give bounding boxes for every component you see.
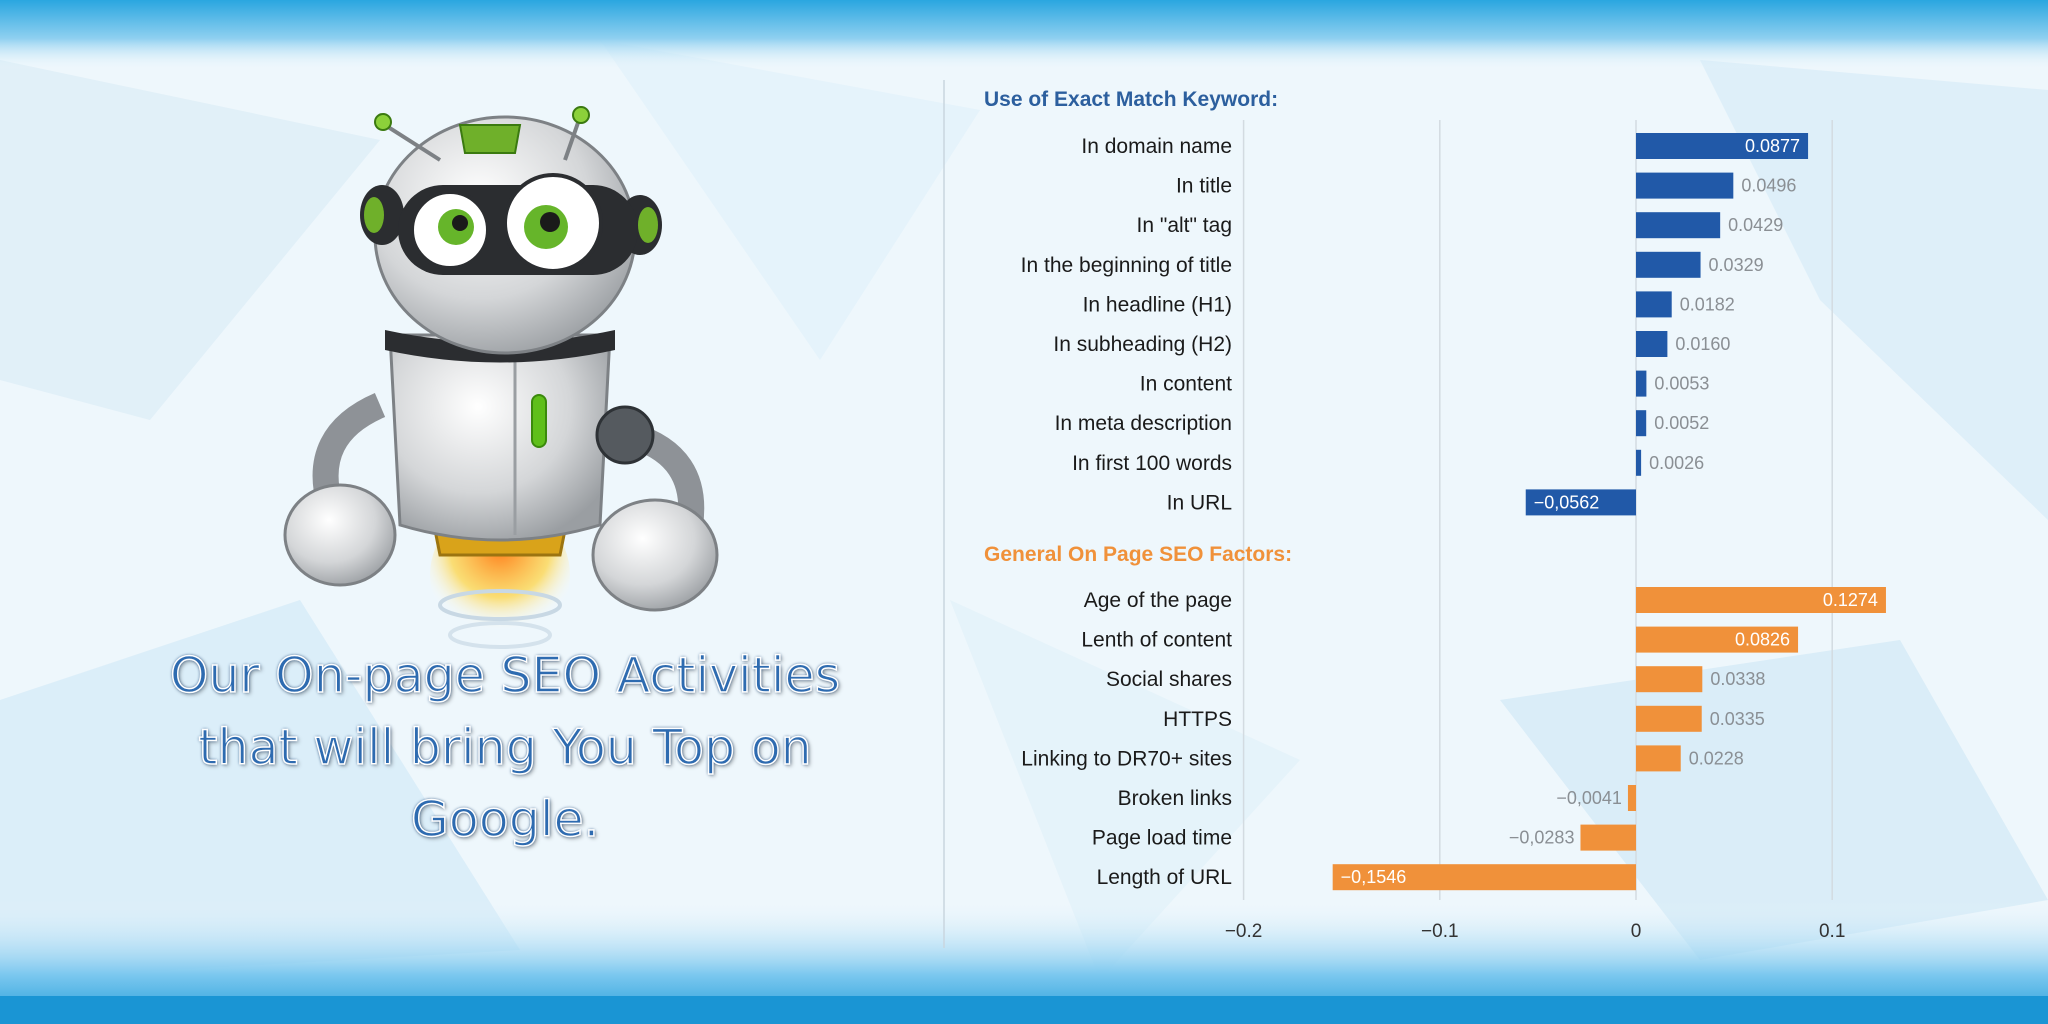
bar [1636,251,1701,278]
category-label: In URL [1167,491,1232,514]
bar [1636,666,1703,693]
bar [1636,705,1702,732]
headline-line-2: that will bring You Top on [197,718,812,777]
data-label: 0.0329 [1709,255,1764,275]
data-label: 0.0160 [1675,334,1730,354]
left-hand [283,483,397,587]
data-label: 0.0496 [1741,176,1796,196]
bar [1636,331,1668,357]
bar [1525,489,1636,516]
right-hand [591,498,719,612]
category-label: In the beginning of title [1021,254,1232,277]
data-label: −0,0283 [1509,828,1575,848]
category-label: Broken links [1118,787,1232,810]
group-heading: Use of Exact Match Keyword: [984,88,1278,111]
data-label: 0.0052 [1654,413,1709,433]
headline-line-3: Google. [410,790,600,849]
data-label: 0.0877 [1745,136,1800,156]
x-tick-label: 0.1 [1819,921,1845,942]
category-label: Lenth of content [1081,629,1232,652]
data-label: 0.0338 [1710,669,1765,689]
category-label: In first 100 words [1072,452,1232,475]
category-label: In "alt" tag [1137,214,1232,237]
x-tick-label: −0.2 [1225,921,1263,942]
category-label: In content [1140,373,1232,396]
robot-mascot-illustration [283,106,719,649]
category-label: Social shares [1106,668,1232,691]
bar [1636,449,1642,476]
category-label: In subheading (H2) [1053,333,1232,356]
data-label: 0.0053 [1654,374,1709,394]
bar [1627,785,1636,811]
category-label: Length of URL [1097,866,1232,889]
data-label: −0,0562 [1534,492,1600,512]
headline: Our On-page SEO Activities that will bri… [120,640,890,856]
category-label: In meta description [1055,412,1232,435]
data-label: 0.0826 [1735,630,1790,650]
bar [1636,133,1809,159]
category-label: In headline (H1) [1083,293,1232,316]
bar [1636,587,1886,613]
headline-line-1: Our On-page SEO Activities [169,646,841,705]
data-label: −0,0041 [1556,788,1622,808]
data-label: 0.0335 [1710,709,1765,729]
group-heading: General On Page SEO Factors: [984,543,1292,566]
data-label: 0.1274 [1823,590,1878,610]
data-label: 0.0026 [1649,453,1704,473]
bar [1580,824,1636,851]
x-tick-label: −0.1 [1421,921,1459,942]
bar [1636,212,1721,239]
category-label: Linking to DR70+ sites [1021,747,1232,770]
bar [1332,864,1636,891]
category-label: Age of the page [1084,589,1232,612]
x-tick-label: 0 [1631,921,1642,942]
bar [1636,291,1672,318]
category-label: HTTPS [1163,708,1232,731]
bar [1636,172,1734,199]
category-label: In title [1176,175,1232,198]
category-label: Page load time [1092,827,1232,850]
bar [1636,370,1647,397]
bar [1636,410,1647,437]
data-label: 0.0182 [1680,294,1735,314]
data-label: 0.0429 [1728,215,1783,235]
bar [1636,626,1799,653]
category-label: In domain name [1081,135,1232,158]
data-label: 0.0228 [1689,748,1744,768]
robot-body [388,333,612,542]
bar [1636,745,1681,772]
data-label: −0,1546 [1341,867,1407,887]
